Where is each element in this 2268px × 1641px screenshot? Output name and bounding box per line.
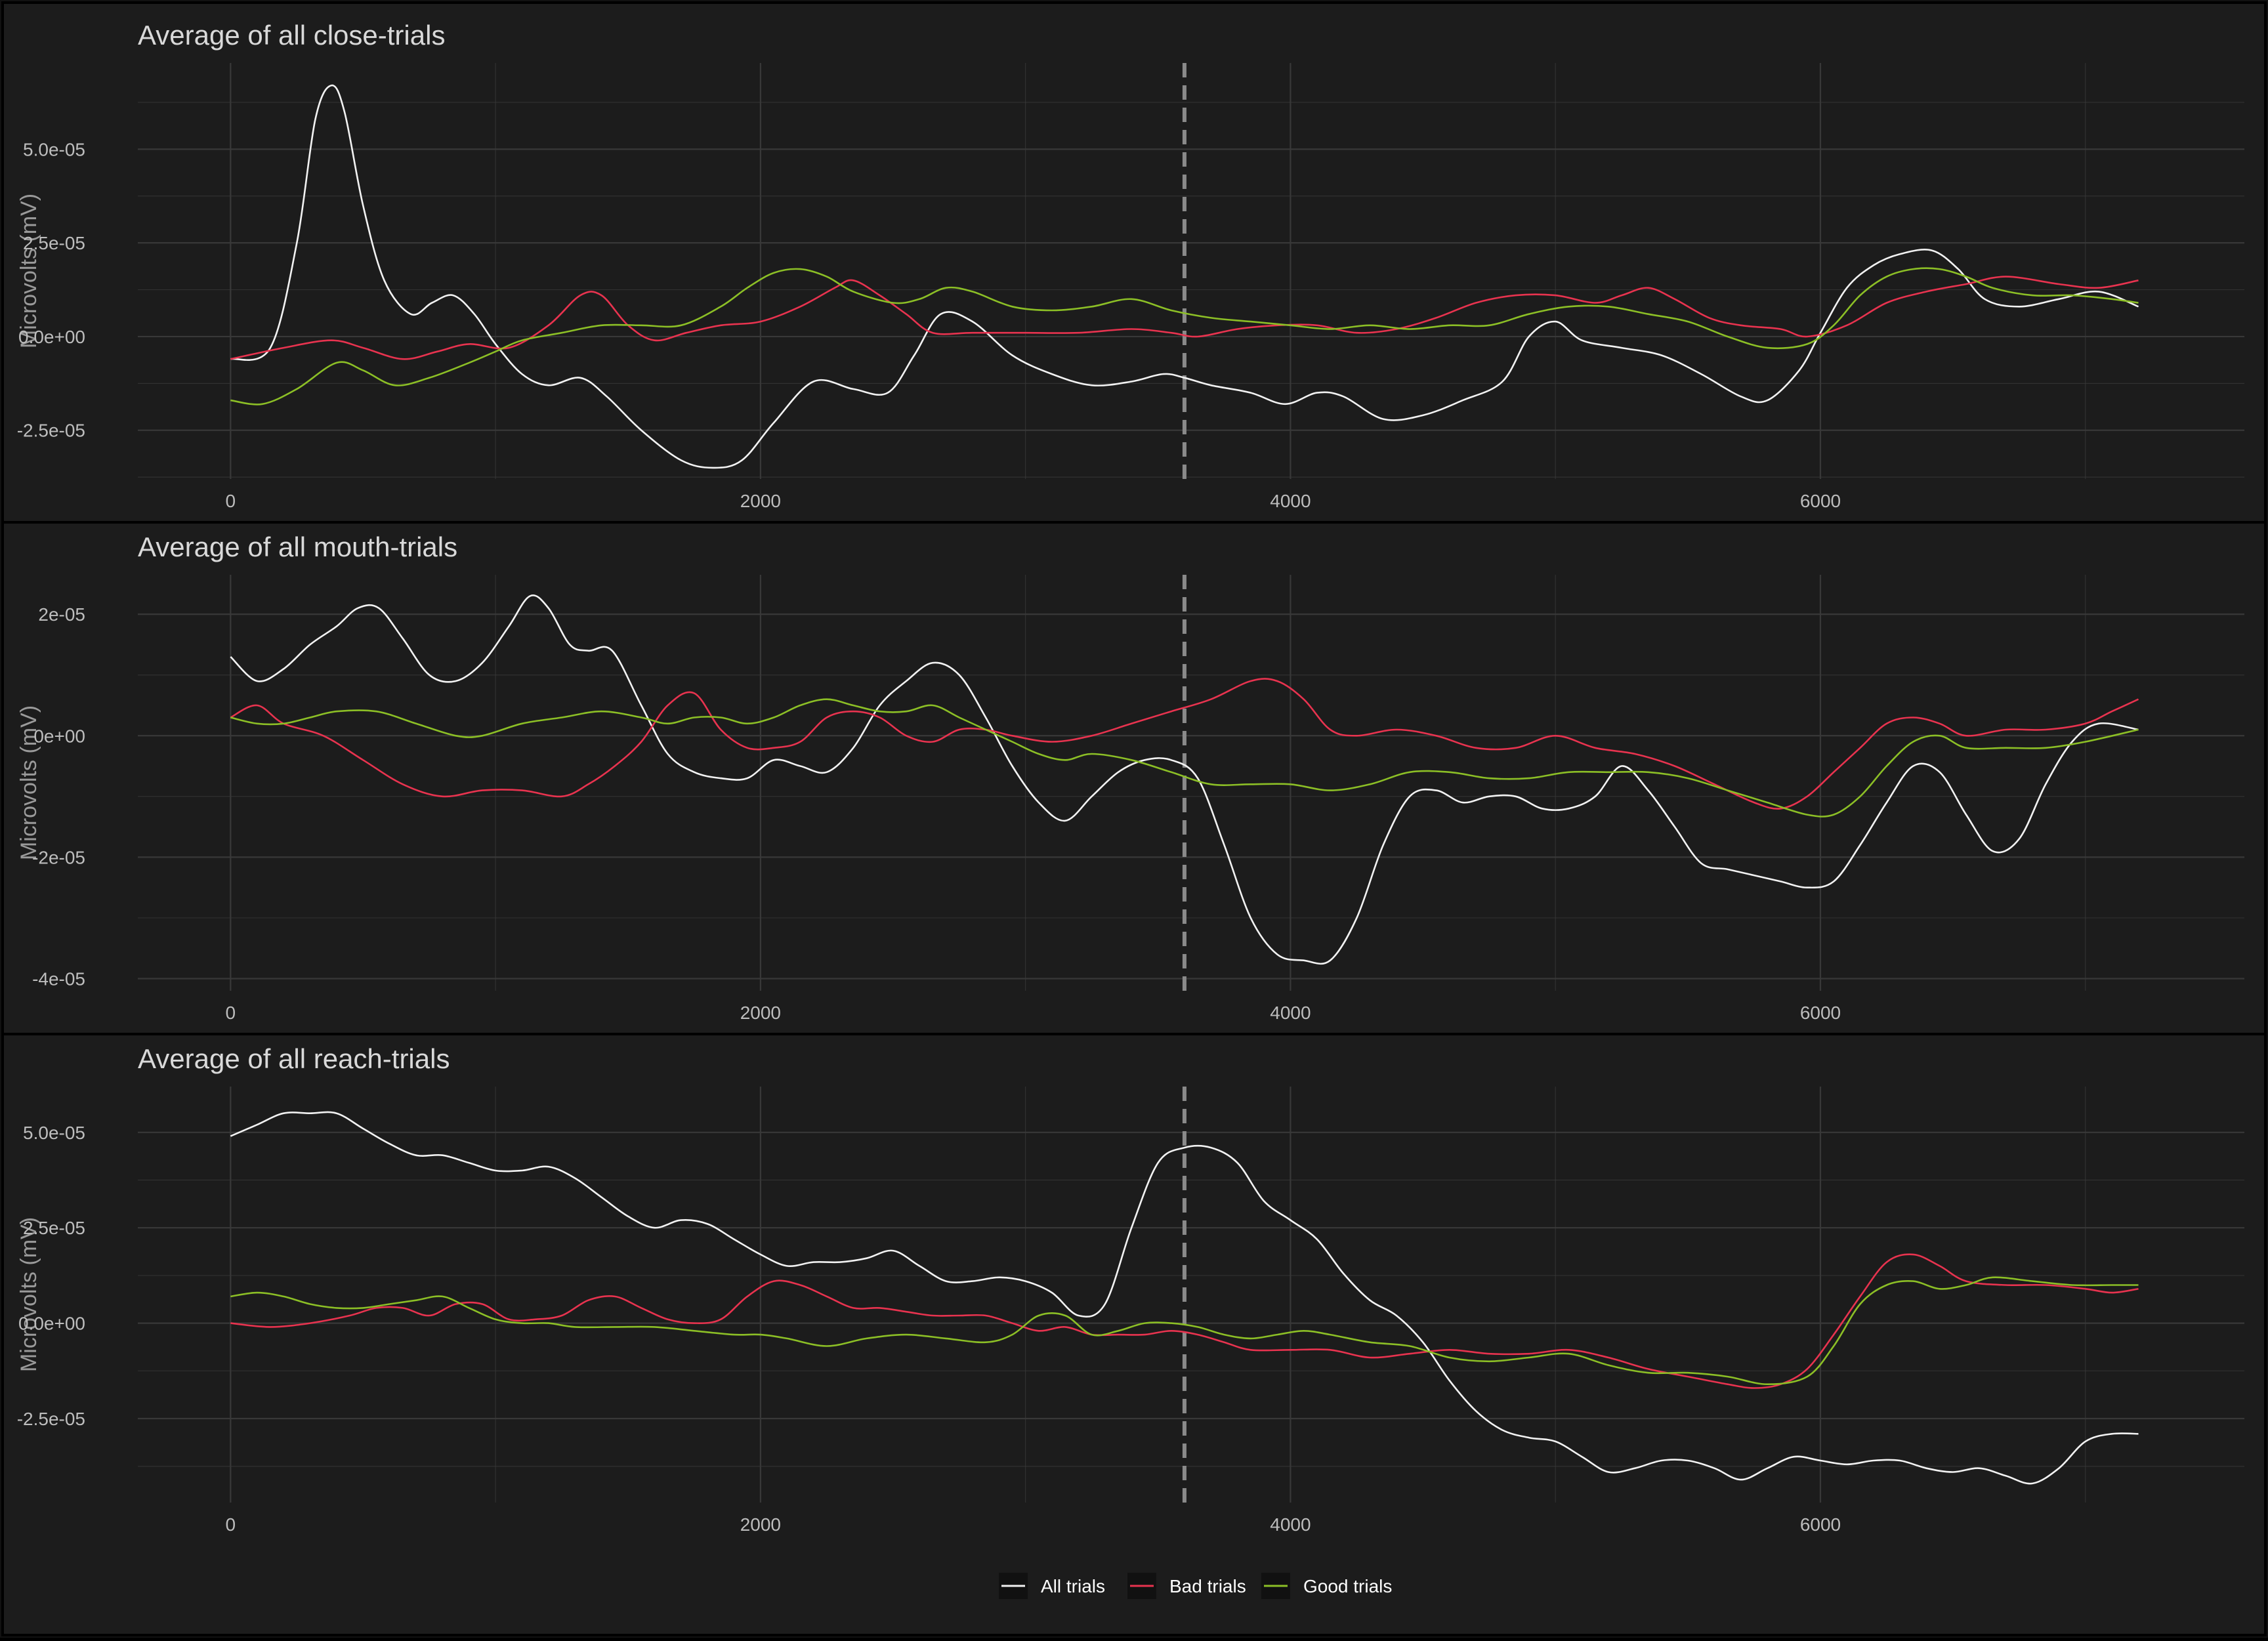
series-line-all-trials (230, 84, 2139, 469)
chart-panel-2: Average of all mouth-trials Microvolts (m… (3, 521, 2265, 1034)
series-line-all-trials (230, 1111, 2139, 1485)
y-tick-label: -2e-05 (32, 847, 85, 867)
chart-panel-1: Average of all close-trials Microvolts (m… (5, 10, 2263, 522)
legend-item-bad-trials: Bad trials (1127, 1573, 1246, 1599)
y-tick-label: 2e-05 (38, 604, 85, 625)
y-tick-label: 5.0e-05 (23, 139, 85, 159)
y-axis-label: Microvolts (mV) (16, 705, 41, 860)
y-gridlines (138, 613, 2244, 980)
y-tick-label: -2.5e-05 (17, 421, 85, 441)
x-tick-label: 0 (226, 1514, 236, 1535)
legend: All trials Bad trials Good trials (999, 1573, 1392, 1599)
legend-label: Bad trials (1169, 1576, 1246, 1596)
series-line-good-trials (230, 267, 2139, 405)
legend-label: Good trials (1303, 1576, 1392, 1596)
y-axis-label: Microvolts (mV) (16, 1217, 41, 1372)
y-tick-label: 2.5e-05 (23, 233, 85, 253)
y-tick-label: 0.0e+00 (18, 327, 85, 347)
y-axis-label: Microvolts (mV) (16, 194, 41, 348)
x-tick-label: 2000 (740, 491, 781, 511)
x-tick-label: 2000 (740, 1514, 781, 1535)
series-line-bad-trials (230, 276, 2139, 360)
x-tick-label: 4000 (1270, 1514, 1311, 1535)
x-gridlines (230, 575, 2086, 991)
panel-background (5, 10, 2263, 522)
y-gridlines (138, 1131, 2244, 1467)
series-line-good-trials (230, 1276, 2139, 1385)
x-tick-label: 4000 (1270, 491, 1311, 511)
chart-title: Average of all close-trials (138, 20, 445, 51)
y-tick-label: -4e-05 (32, 968, 85, 989)
y-tick-label: 5.0e-05 (23, 1123, 85, 1143)
y-tick-label: 0e+00 (33, 726, 85, 746)
x-tick-label: 4000 (1270, 1003, 1311, 1023)
chart-title: Average of all reach-trials (138, 1043, 450, 1074)
x-tick-label: 6000 (1800, 1514, 1841, 1535)
legend-item-good-trials: Good trials (1261, 1573, 1392, 1599)
x-tick-label: 0 (226, 491, 236, 511)
x-tick-label: 0 (226, 1003, 236, 1023)
x-tick-label: 6000 (1800, 1003, 1841, 1023)
series-line-bad-trials (230, 1253, 2139, 1389)
y-tick-label: 0.0e+00 (18, 1314, 85, 1334)
panel-background (5, 1034, 2263, 1546)
series-line-bad-trials (230, 678, 2139, 810)
series-line-good-trials (230, 698, 2139, 818)
x-tick-label: 2000 (740, 1003, 781, 1023)
legend-item-all-trials: All trials (999, 1573, 1105, 1599)
x-gridlines (230, 1087, 2086, 1503)
series-line-all-trials (230, 594, 2139, 965)
y-tick-label: 2.5e-05 (23, 1218, 85, 1238)
chart-panel-3: Average of all reach-trials Microvolts (m… (3, 1033, 2265, 1546)
chart-title: Average of all mouth-trials (138, 531, 457, 562)
x-tick-label: 6000 (1800, 491, 1841, 511)
y-tick-label: -2.5e-05 (17, 1409, 85, 1429)
legend-label: All trials (1041, 1576, 1105, 1596)
y-gridlines (138, 102, 2244, 478)
x-gridlines (230, 63, 2086, 479)
panel-background (5, 522, 2263, 1034)
